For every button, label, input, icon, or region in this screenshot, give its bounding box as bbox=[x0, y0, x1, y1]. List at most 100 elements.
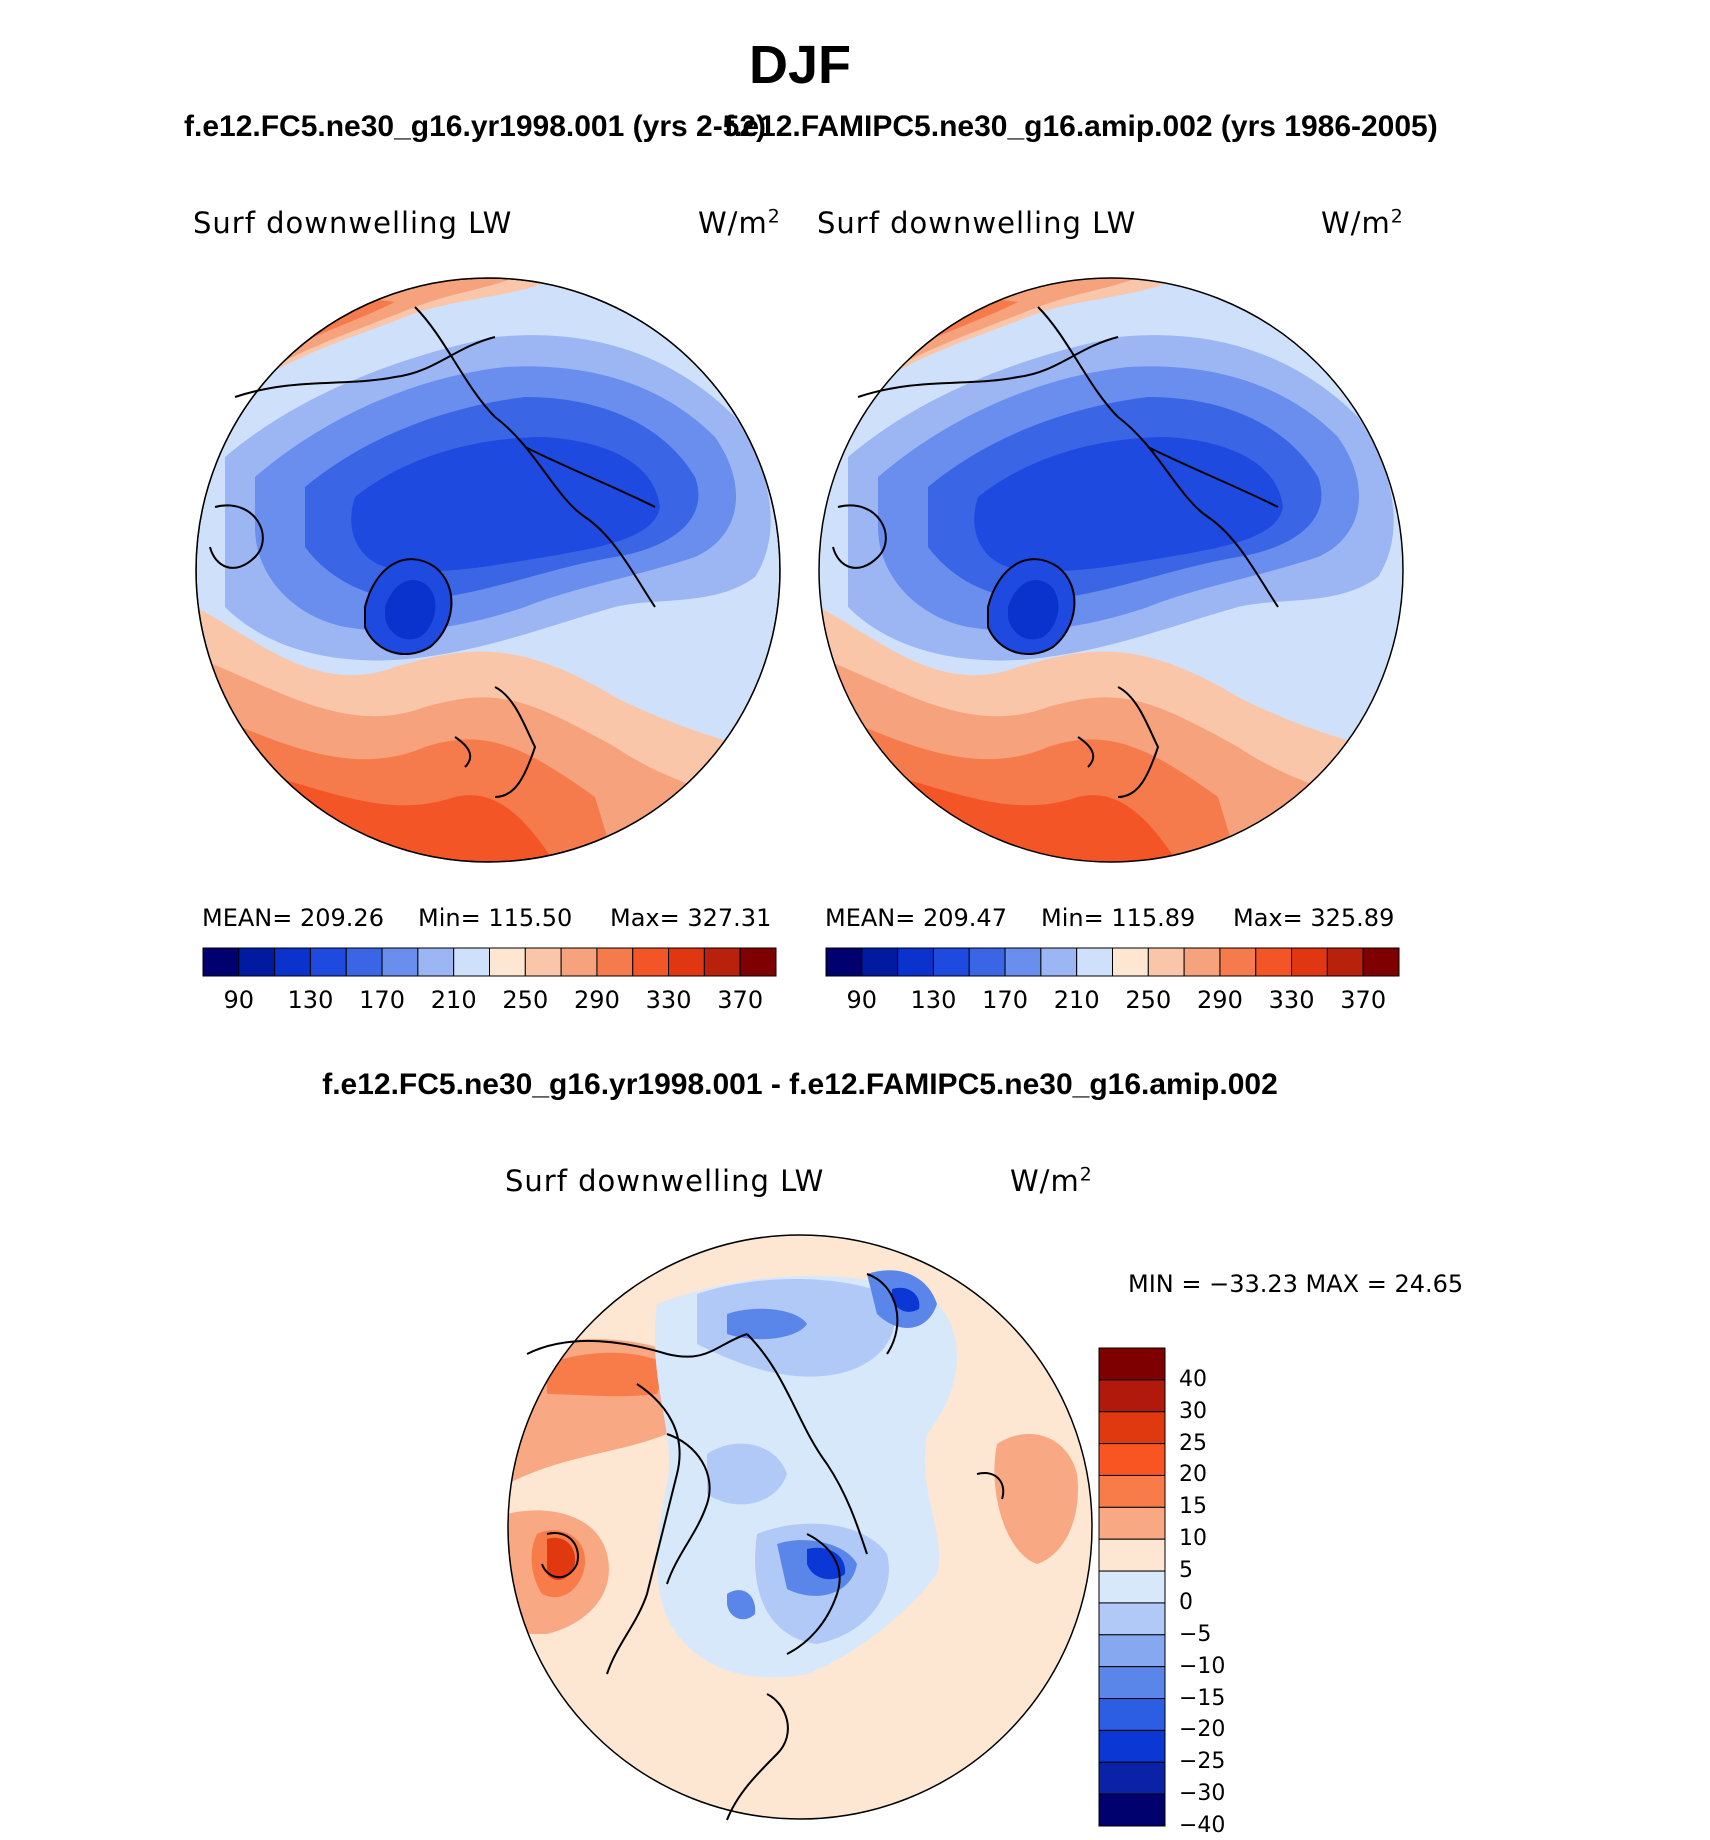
difference-colorbar-swatch bbox=[1098, 1729, 1166, 1763]
left-case-title: f.e12.FC5.ne30_g16.yr1998.001 (yrs 2-52) bbox=[184, 110, 767, 143]
right-max-stat: Max= 325.89 bbox=[1233, 904, 1395, 932]
left-units-label: W/m2 bbox=[698, 206, 781, 240]
left-colorbar-tick-label: 370 bbox=[717, 986, 764, 1014]
left-colorbar-tick-label: 170 bbox=[359, 986, 405, 1014]
diff-units-label: W/m2 bbox=[1010, 1164, 1093, 1198]
figure-title: DJF bbox=[748, 35, 851, 95]
difference-colorbar-tick-label: 40 bbox=[1179, 1366, 1207, 1392]
difference-colorbar-tick-label: −10 bbox=[1179, 1653, 1226, 1679]
right-colorbar-tick-label: 250 bbox=[1125, 986, 1172, 1014]
difference-colorbar-tick-label: 10 bbox=[1179, 1526, 1207, 1552]
left-colorbar-swatch bbox=[703, 947, 741, 977]
right-colorbar-swatch bbox=[1147, 947, 1185, 977]
left-colorbar-swatch bbox=[309, 947, 347, 977]
right-colorbar-swatch bbox=[1112, 947, 1149, 977]
difference-colorbar-tick-label: 30 bbox=[1179, 1398, 1207, 1424]
difference-colorbar-swatch bbox=[1098, 1443, 1166, 1476]
difference-polar-map bbox=[507, 1234, 1093, 1821]
difference-colorbar-swatch bbox=[1098, 1411, 1166, 1445]
diff-variable-label: Surf downwelling LW bbox=[505, 1164, 825, 1198]
right-colorbar-swatch bbox=[1040, 947, 1078, 977]
left-colorbar-tick-label: 90 bbox=[223, 986, 255, 1014]
right-colorbar-tick-label: 130 bbox=[910, 986, 957, 1014]
right-colorbar-tick-label: 210 bbox=[1053, 986, 1100, 1014]
difference-colorbar-tick-label: 5 bbox=[1179, 1558, 1193, 1584]
difference-colorbar-tick-label: −20 bbox=[1179, 1717, 1226, 1743]
right-colorbar-swatch bbox=[1291, 947, 1328, 977]
left-colorbar-swatch bbox=[524, 947, 562, 977]
difference-colorbar-tick-label: −30 bbox=[1179, 1781, 1226, 1807]
left-variable-label: Surf downwelling LW bbox=[193, 206, 513, 240]
right-colorbar-swatch bbox=[897, 947, 934, 977]
difference-colorbar-tick-label: −5 bbox=[1179, 1621, 1212, 1647]
difference-colorbar-swatch bbox=[1098, 1506, 1166, 1540]
left-colorbar bbox=[202, 947, 777, 977]
right-colorbar-swatch bbox=[1255, 947, 1293, 977]
right-colorbar-swatch bbox=[861, 947, 899, 977]
difference-colorbar-swatch bbox=[1098, 1761, 1166, 1795]
difference-colorbar-swatch bbox=[1098, 1666, 1166, 1700]
left-colorbar-swatch bbox=[345, 947, 383, 977]
difference-colorbar-tick-label: −40 bbox=[1179, 1813, 1226, 1838]
left-colorbar-swatch bbox=[238, 947, 276, 977]
left-max-stat: Max= 327.31 bbox=[610, 904, 772, 932]
right-polar-map bbox=[818, 277, 1404, 863]
right-colorbar-tick-label: 330 bbox=[1268, 986, 1315, 1014]
right-colorbar-swatch bbox=[1076, 947, 1113, 977]
right-colorbar-swatch bbox=[968, 947, 1006, 977]
right-colorbar-tick-label: 90 bbox=[846, 986, 878, 1014]
difference-title: f.e12.FC5.ne30_g16.yr1998.001 - f.e12.FA… bbox=[322, 1068, 1278, 1101]
left-colorbar-swatch bbox=[202, 947, 240, 977]
left-colorbar-tick-label: 330 bbox=[645, 986, 692, 1014]
left-colorbar-labels: 90 130 170 210 250 290 330 370 bbox=[203, 986, 776, 1016]
difference-colorbar-swatch bbox=[1098, 1570, 1166, 1604]
right-min-stat: Min= 115.89 bbox=[1041, 904, 1196, 932]
right-colorbar-swatch bbox=[825, 947, 863, 977]
diff-minmax-stat: MIN = −33.23 MAX = 24.65 bbox=[1128, 1270, 1464, 1298]
left-colorbar-tick-label: 210 bbox=[430, 986, 477, 1014]
difference-colorbar-tick-label: 0 bbox=[1179, 1589, 1193, 1615]
left-colorbar-tick-label: 290 bbox=[574, 986, 620, 1014]
left-colorbar-swatch bbox=[274, 947, 311, 977]
difference-colorbar-swatch bbox=[1098, 1379, 1166, 1413]
right-variable-label: Surf downwelling LW bbox=[817, 206, 1137, 240]
right-colorbar-swatch bbox=[1326, 947, 1364, 977]
difference-colorbar-swatch bbox=[1098, 1474, 1166, 1508]
left-colorbar-swatch bbox=[596, 947, 634, 977]
difference-colorbar-tick-label: −25 bbox=[1179, 1749, 1226, 1775]
right-colorbar-swatch bbox=[1219, 947, 1257, 977]
left-colorbar-tick-label: 250 bbox=[502, 986, 549, 1014]
left-min-stat: Min= 115.50 bbox=[418, 904, 573, 932]
left-mean-stat: MEAN= 209.26 bbox=[202, 904, 384, 932]
left-colorbar-swatch bbox=[560, 947, 598, 977]
difference-colorbar-swatch bbox=[1098, 1698, 1166, 1731]
left-colorbar-swatch bbox=[739, 947, 777, 977]
right-case-title: f.e12.FAMIPC5.ne30_g16.amip.002 (yrs 198… bbox=[724, 110, 1438, 143]
right-units-label: W/m2 bbox=[1321, 206, 1404, 240]
difference-colorbar-tick-label: 15 bbox=[1179, 1494, 1207, 1520]
right-mean-stat: MEAN= 209.47 bbox=[825, 904, 1007, 932]
right-colorbar-tick-label: 290 bbox=[1197, 986, 1243, 1014]
difference-colorbar-swatch bbox=[1098, 1793, 1166, 1827]
left-colorbar-swatch bbox=[381, 947, 419, 977]
left-colorbar-swatch bbox=[632, 947, 670, 977]
left-colorbar-swatch bbox=[489, 947, 526, 977]
left-polar-map bbox=[195, 277, 781, 863]
difference-colorbar-tick-label: 25 bbox=[1179, 1430, 1207, 1456]
left-colorbar-swatch bbox=[668, 947, 705, 977]
right-colorbar-labels: 90 130 170 210 250 290 330 370 bbox=[826, 986, 1399, 1016]
difference-colorbar-tick-label: −15 bbox=[1179, 1685, 1226, 1711]
left-colorbar-swatch bbox=[417, 947, 455, 977]
difference-colorbar-labels: 40 30 25 20 15 10 5 0 −5 −10 −15 −20 −25 −30 −40 bbox=[1179, 1348, 1259, 1838]
right-colorbar-tick-label: 170 bbox=[982, 986, 1028, 1014]
right-colorbar-tick-label: 370 bbox=[1340, 986, 1387, 1014]
difference-colorbar bbox=[1098, 1347, 1166, 1827]
right-colorbar-swatch bbox=[1362, 947, 1400, 977]
difference-colorbar-swatch bbox=[1098, 1347, 1166, 1381]
difference-colorbar-swatch bbox=[1098, 1634, 1166, 1668]
left-colorbar-swatch bbox=[453, 947, 490, 977]
right-colorbar-swatch bbox=[932, 947, 970, 977]
difference-colorbar-swatch bbox=[1098, 1602, 1166, 1636]
left-colorbar-tick-label: 130 bbox=[287, 986, 334, 1014]
right-colorbar bbox=[825, 947, 1400, 977]
